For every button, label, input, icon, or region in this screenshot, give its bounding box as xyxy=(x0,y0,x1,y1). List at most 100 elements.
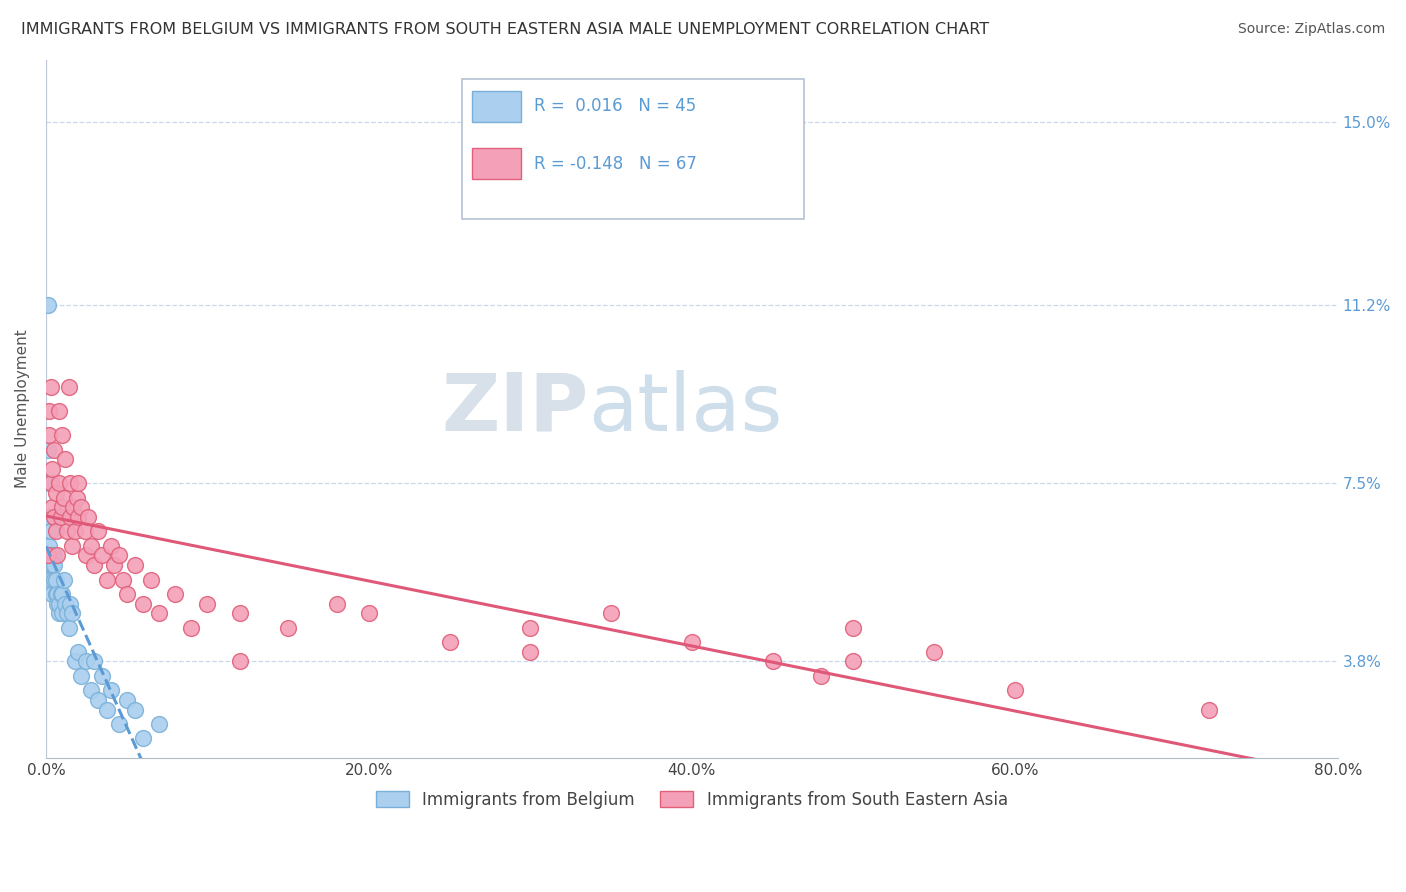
Point xyxy=(277,621,299,635)
Point xyxy=(70,500,93,515)
Point xyxy=(37,549,59,563)
Point xyxy=(38,476,60,491)
Point xyxy=(139,573,162,587)
Point xyxy=(1004,683,1026,698)
Point xyxy=(41,587,63,601)
Text: IMMIGRANTS FROM BELGIUM VS IMMIGRANTS FROM SOUTH EASTERN ASIA MALE UNEMPLOYMENT : IMMIGRANTS FROM BELGIUM VS IMMIGRANTS FR… xyxy=(21,22,990,37)
Point xyxy=(52,491,75,505)
Point xyxy=(115,693,138,707)
Point xyxy=(922,645,945,659)
Point xyxy=(37,298,59,312)
Point xyxy=(42,558,65,572)
Point xyxy=(148,606,170,620)
Point xyxy=(180,621,202,635)
Point xyxy=(41,500,63,515)
Point xyxy=(58,380,80,394)
Point xyxy=(53,597,76,611)
Point xyxy=(48,606,70,620)
Point xyxy=(62,500,84,515)
Point xyxy=(842,654,865,668)
Point xyxy=(75,549,97,563)
Point xyxy=(96,573,118,587)
Point xyxy=(73,524,96,539)
Point xyxy=(67,645,90,659)
Point xyxy=(600,606,623,620)
Point xyxy=(37,442,59,457)
Point xyxy=(112,573,135,587)
Point xyxy=(58,621,80,635)
FancyBboxPatch shape xyxy=(472,148,522,179)
Point xyxy=(39,380,62,394)
Point xyxy=(42,549,65,563)
Point xyxy=(59,510,82,524)
Point xyxy=(681,635,703,649)
Point xyxy=(519,621,541,635)
Point xyxy=(357,606,380,620)
Point xyxy=(53,452,76,467)
Point xyxy=(83,558,105,572)
Point xyxy=(42,510,65,524)
Point xyxy=(86,524,108,539)
Point xyxy=(38,510,60,524)
Point xyxy=(39,549,62,563)
Point xyxy=(80,539,103,553)
Point xyxy=(439,635,461,649)
Point xyxy=(75,654,97,668)
Point xyxy=(132,731,155,746)
Point xyxy=(48,476,70,491)
Point xyxy=(115,587,138,601)
Point xyxy=(103,558,125,572)
FancyBboxPatch shape xyxy=(472,91,522,121)
Point xyxy=(51,428,73,442)
Point xyxy=(63,654,86,668)
Y-axis label: Male Unemployment: Male Unemployment xyxy=(15,329,30,488)
Point xyxy=(52,573,75,587)
Point xyxy=(148,717,170,731)
Point xyxy=(325,597,347,611)
Point xyxy=(38,404,60,418)
Point xyxy=(42,442,65,457)
Point xyxy=(56,606,79,620)
Point xyxy=(45,486,67,500)
Point xyxy=(100,539,122,553)
Point xyxy=(63,524,86,539)
Point xyxy=(56,524,79,539)
Point xyxy=(762,654,785,668)
Point xyxy=(49,510,72,524)
Point xyxy=(77,510,100,524)
Point xyxy=(100,683,122,698)
Point xyxy=(48,404,70,418)
Point xyxy=(48,597,70,611)
Point xyxy=(39,573,62,587)
Point xyxy=(39,476,62,491)
Point xyxy=(51,587,73,601)
Point xyxy=(42,573,65,587)
Point xyxy=(1198,702,1220,716)
Point xyxy=(39,558,62,572)
Point xyxy=(60,606,83,620)
Point xyxy=(124,558,146,572)
Point xyxy=(132,597,155,611)
Point xyxy=(229,654,252,668)
Point xyxy=(51,606,73,620)
Point xyxy=(38,539,60,553)
Point xyxy=(810,669,832,683)
Point xyxy=(51,500,73,515)
Point xyxy=(107,549,129,563)
Point xyxy=(45,573,67,587)
Point xyxy=(59,597,82,611)
Point xyxy=(70,669,93,683)
Text: R = -0.148   N = 67: R = -0.148 N = 67 xyxy=(534,154,697,173)
Point xyxy=(86,693,108,707)
Point xyxy=(46,587,69,601)
Point xyxy=(83,654,105,668)
Point xyxy=(41,549,63,563)
Point xyxy=(49,587,72,601)
Point xyxy=(80,683,103,698)
Point xyxy=(59,476,82,491)
Point xyxy=(41,558,63,572)
Point xyxy=(45,587,67,601)
Point xyxy=(39,524,62,539)
Point xyxy=(45,524,67,539)
Point xyxy=(197,597,219,611)
